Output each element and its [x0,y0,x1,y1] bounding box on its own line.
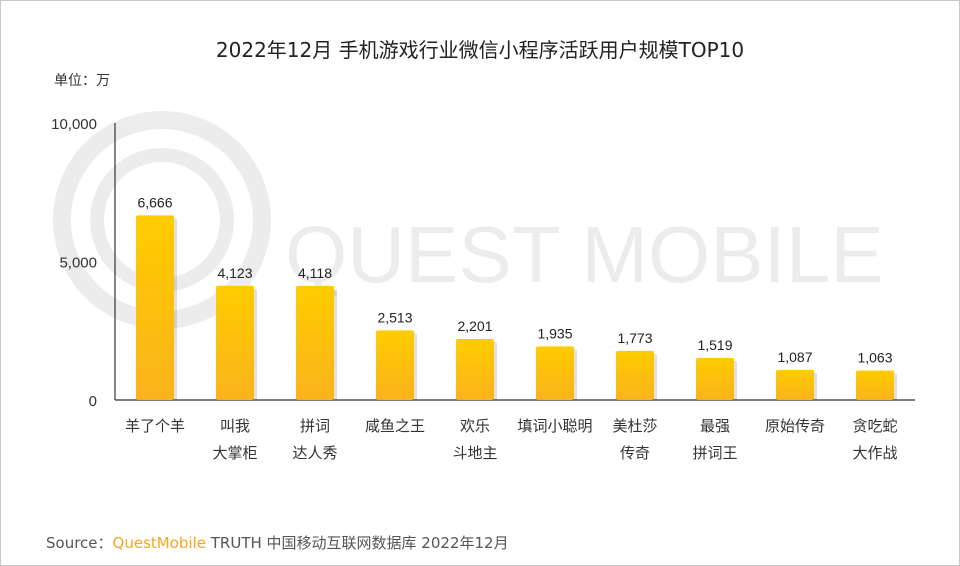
y-tick-label: 10,000 [51,116,97,133]
source-brand: QuestMobile [112,534,206,552]
x-tick-label: 羊了个羊 [125,417,185,435]
x-tick-label: 大掌柜 [212,444,257,462]
bar [776,369,814,400]
data-label: 1,935 [537,325,572,341]
x-tick-label: 美杜莎 [612,417,657,435]
data-label: 1,773 [617,330,652,346]
data-label: 6,666 [137,194,172,210]
source-text: TRUTH 中国移动互联网数据库 2022年12月 [210,534,509,552]
x-tick-label: 咸鱼之王 [365,417,425,435]
y-tick-label: 0 [89,393,97,410]
data-label: 4,123 [217,265,252,281]
x-tick-label: 最强 [700,417,730,435]
x-tick-label: 拼词 [300,417,330,435]
chart-title: 2022年12月 手机游戏行业微信小程序活跃用户规模TOP10 [215,38,745,62]
bar [536,346,574,400]
x-tick-label: 传奇 [620,444,650,462]
bar [136,215,174,400]
source-prefix: Source： [46,534,113,552]
data-label: 1,087 [777,349,812,365]
x-tick-label: 填词小聪明 [517,417,592,435]
x-tick-label: 贪吃蛇 [852,417,897,435]
y-tick-label: 5,000 [59,255,97,272]
bar [376,330,414,400]
bar [856,370,894,400]
x-tick-label: 大作战 [852,444,897,462]
x-tick-label: 斗地主 [452,444,497,462]
x-tick-label: 叫我 [220,417,250,435]
data-label: 4,118 [298,265,332,281]
watermark: QUEST MOBILE [53,111,884,329]
x-tick-label: 欢乐 [460,417,490,435]
x-tick-label: 原始传奇 [765,417,825,435]
x-tick-label: 拼词王 [692,444,737,462]
data-label: 2,513 [377,309,412,325]
bar [616,350,654,400]
svg-text:QUEST MOBILE: QUEST MOBILE [285,210,884,299]
data-label: 2,201 [457,318,492,334]
bar [296,285,334,400]
source-note: Source：QuestMobile TRUTH 中国移动互联网数据库 2022… [46,532,509,553]
bar [696,357,734,400]
bar [456,339,494,400]
x-tick-label: 达人秀 [292,444,337,462]
data-label: 1,519 [697,337,732,353]
unit-label: 单位：万 [54,73,110,89]
bar [216,285,254,400]
data-label: 1,063 [857,350,892,366]
